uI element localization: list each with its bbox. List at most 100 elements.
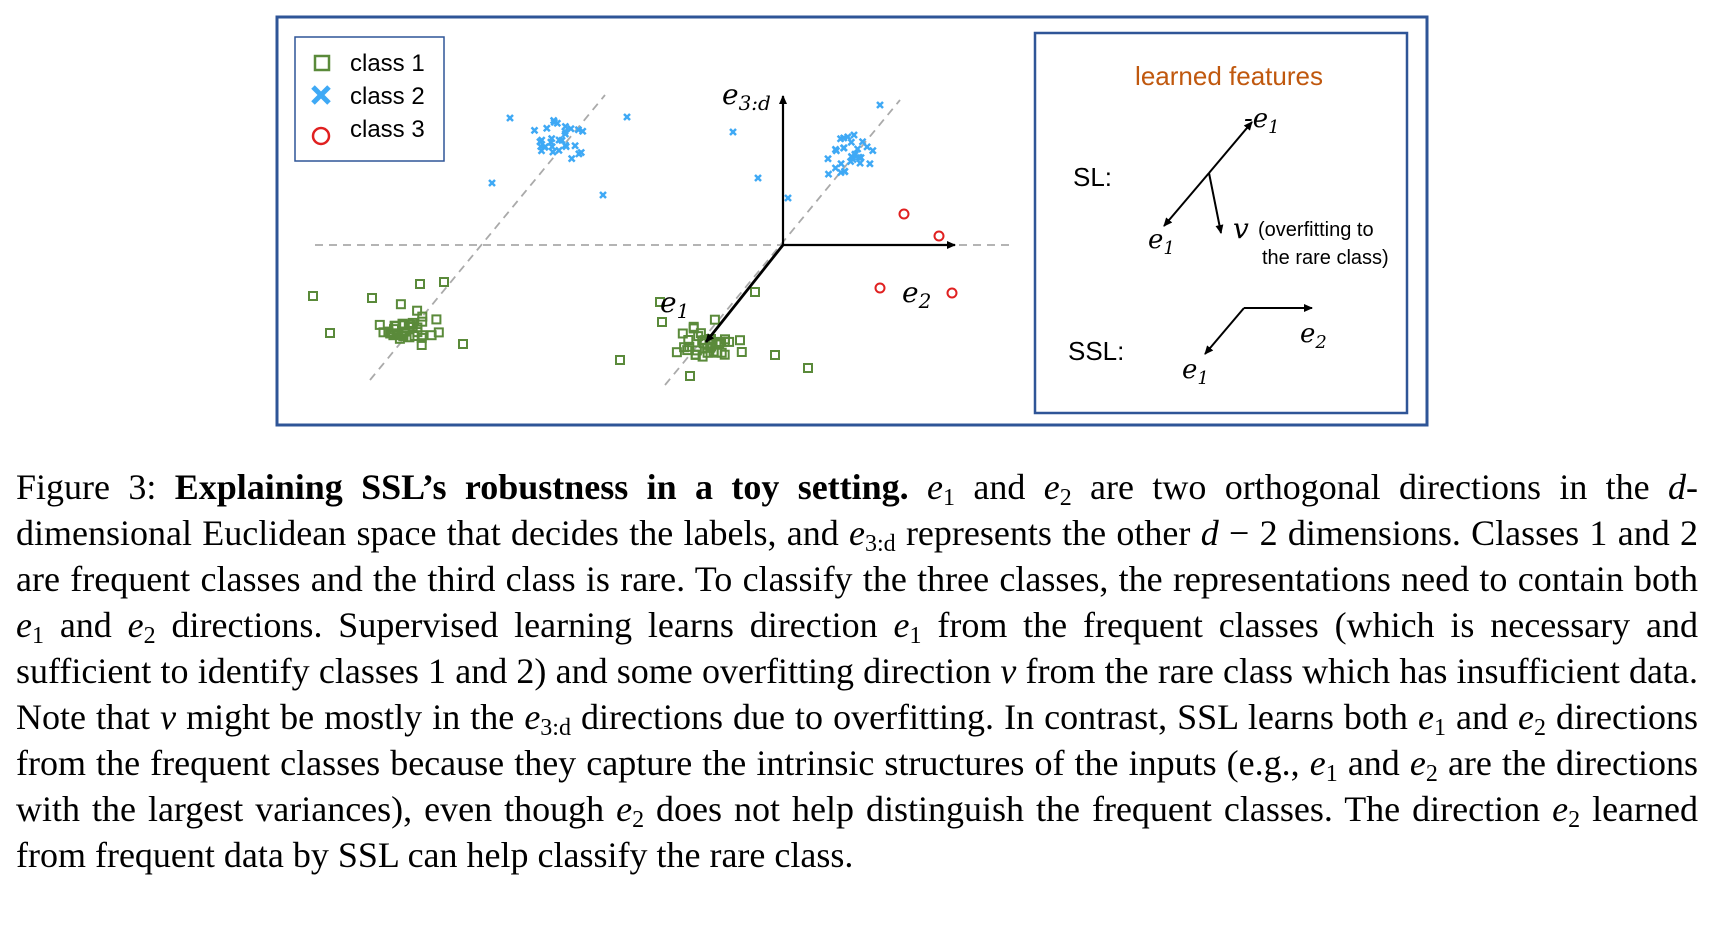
class-2-point xyxy=(567,154,576,163)
features-panel-box xyxy=(1033,31,1409,415)
legend: class 1 class 2 class 3 xyxy=(294,36,445,162)
class-2-point xyxy=(542,124,551,133)
class-1-point xyxy=(397,318,408,329)
class-1-point xyxy=(403,319,414,330)
figure-frame xyxy=(275,15,1429,427)
class-2-point xyxy=(876,101,884,109)
class-2-point xyxy=(858,137,867,146)
class-1-point xyxy=(736,347,747,357)
class-2-point xyxy=(623,113,631,121)
axis-e1-arrow xyxy=(704,244,785,343)
class-2-points xyxy=(488,101,884,202)
v-note-line-1: (overfitting to xyxy=(1258,219,1374,241)
class-1-point xyxy=(431,314,442,325)
class-2-point xyxy=(550,118,559,127)
class-1-point xyxy=(702,342,713,353)
class-2-point xyxy=(599,191,607,199)
class-2-point xyxy=(547,134,556,143)
sl-v-label: v xyxy=(1233,212,1249,245)
class-2-point xyxy=(488,179,496,187)
class-1-point xyxy=(412,305,423,316)
class-1-point xyxy=(714,339,725,350)
class-2-point xyxy=(784,194,792,202)
class-2-point xyxy=(832,146,841,155)
class-1-points xyxy=(308,277,813,381)
class-2-point xyxy=(558,136,566,145)
class-1-point xyxy=(657,317,667,327)
class-3-point xyxy=(933,230,945,242)
class-1-point xyxy=(682,345,693,356)
class-1-point xyxy=(683,335,694,345)
class-2-point xyxy=(562,142,570,151)
class-2-point xyxy=(577,148,586,157)
class-2-point xyxy=(571,141,579,150)
ssl-label: SSL: xyxy=(1068,336,1124,366)
class-1-point xyxy=(417,311,428,322)
class-1-point xyxy=(404,332,415,343)
class-1-point xyxy=(383,326,394,337)
class-3-points xyxy=(874,208,958,299)
class-2-point xyxy=(824,154,832,163)
legend-class-2: class 2 xyxy=(350,83,425,110)
class-1-point xyxy=(308,291,318,301)
class-2-point xyxy=(853,145,862,153)
caption-prefix: Figure 3: xyxy=(16,467,175,507)
figure: class 1 class 2 class 3 e3:d e1 e2 learn… xyxy=(0,0,1711,434)
axis-e2-label: e2 xyxy=(902,276,931,313)
class-1-point xyxy=(415,279,425,289)
class-2-point xyxy=(561,130,570,138)
ssl-e1-arrow xyxy=(1204,307,1245,355)
class-2-point xyxy=(555,146,563,155)
class-2-point xyxy=(548,142,556,151)
figure-canvas: class 1 class 2 class 3 e3:d e1 e2 learn… xyxy=(275,15,1429,427)
class-2-point xyxy=(537,136,546,144)
class-2-point xyxy=(847,138,856,147)
class-2-point xyxy=(843,133,852,141)
class-1-point xyxy=(671,347,682,358)
class-1-point xyxy=(750,287,760,297)
class-2-point xyxy=(850,131,858,139)
class-2-point xyxy=(824,170,833,178)
ssl-e2-label: e2 xyxy=(1300,319,1327,353)
class-2-point xyxy=(754,174,762,182)
sl-e1-label: e1 xyxy=(1148,225,1175,259)
class-1-point xyxy=(426,330,437,341)
class-3-point xyxy=(898,208,910,220)
class-1-point xyxy=(735,335,745,346)
class-2-point xyxy=(530,126,539,135)
axis-e1-label: e1 xyxy=(660,286,689,323)
class-1-point xyxy=(458,339,468,349)
class-1-point xyxy=(416,340,427,350)
class-1-point xyxy=(803,363,813,373)
class-2-point xyxy=(561,122,570,131)
class-3-point xyxy=(946,287,958,299)
v-note-line-2: the rare class) xyxy=(1262,247,1389,269)
class-1-point xyxy=(677,328,688,339)
ssl-e1-label: e1 xyxy=(1182,355,1209,389)
class-1-point xyxy=(394,333,405,344)
class-1-point xyxy=(367,293,377,303)
class-1-point xyxy=(615,355,625,365)
class-1-point xyxy=(325,328,335,338)
class-2-point xyxy=(506,114,514,122)
class-3-point xyxy=(874,282,886,294)
class-1-point xyxy=(389,324,399,335)
class-2-point xyxy=(856,159,864,167)
class-2-point xyxy=(837,168,845,177)
class-1-point xyxy=(685,371,695,381)
class-2-point xyxy=(837,159,845,168)
class-3-marker-icon xyxy=(311,126,331,146)
class-2-point xyxy=(536,142,545,151)
class-2-point xyxy=(567,124,575,133)
class-1-point xyxy=(374,319,385,330)
class-1-point xyxy=(709,314,720,325)
class-2-point xyxy=(846,157,855,166)
legend-class-1: class 1 xyxy=(350,50,425,77)
class-1-point xyxy=(395,299,406,310)
sl-neg-e1-label: -e1 xyxy=(1244,104,1280,138)
figure-caption: Figure 3: Explaining SSL’s robustness in… xyxy=(16,467,1699,875)
class-1-point xyxy=(695,328,706,339)
axis-e3d-label: e3:d xyxy=(722,78,771,115)
class-2-point xyxy=(839,144,848,152)
sl-label: SL: xyxy=(1073,162,1112,192)
